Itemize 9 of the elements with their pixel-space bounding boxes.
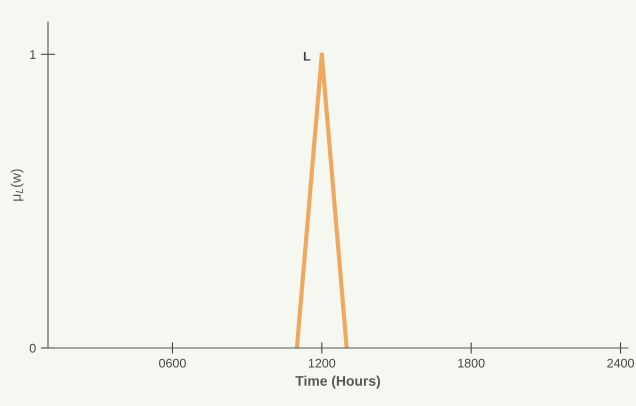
annotation: L (304, 52, 310, 61)
y-axis-title: μ$_{L}$(w) (10, 169, 24, 201)
x-tick-label: 0600 (159, 358, 186, 368)
x-tick-label: 2400 (607, 358, 634, 368)
x-axis-title: Time (Hours) (295, 376, 380, 389)
x-tick-label: 1800 (458, 358, 485, 368)
y-tick-label: 1 (30, 50, 36, 59)
y-tick-label: 0 (30, 344, 36, 353)
x-tick-label: 1200 (308, 358, 336, 368)
